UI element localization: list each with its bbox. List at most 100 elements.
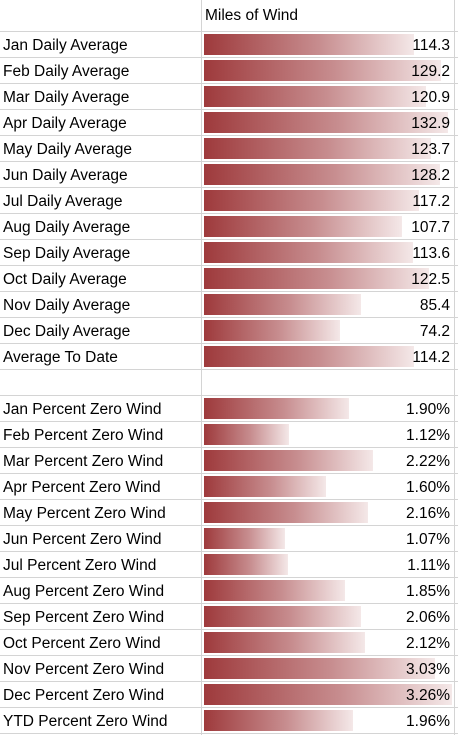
table-row[interactable]: May Percent Zero Wind 2.16% xyxy=(0,500,458,526)
data-bar xyxy=(204,138,431,159)
value-label: 114.2 xyxy=(412,349,450,366)
table-row[interactable]: Dec Daily Average 74.2 xyxy=(0,318,458,344)
data-bar xyxy=(204,528,285,549)
row-label: Jul Daily Average xyxy=(3,193,123,210)
value-cell[interactable]: 2.16% xyxy=(201,500,454,526)
table-row[interactable]: Apr Percent Zero Wind 1.60% xyxy=(0,474,458,500)
data-bar xyxy=(204,346,414,367)
row-label: Dec Daily Average xyxy=(3,323,131,340)
table-row[interactable]: Oct Percent Zero Wind 2.12% xyxy=(0,630,458,656)
data-bar xyxy=(204,476,326,497)
value-label: 85.4 xyxy=(419,297,450,314)
table-row[interactable]: Nov Percent Zero Wind 3.03% xyxy=(0,656,458,682)
data-bar xyxy=(204,86,426,107)
value-cell[interactable]: 128.2 xyxy=(201,162,454,188)
value-label: 2.16% xyxy=(406,505,450,522)
value-label: 2.06% xyxy=(406,609,450,626)
table-row[interactable]: Dec Percent Zero Wind 3.26% xyxy=(0,682,458,708)
value-cell[interactable]: 114.3 xyxy=(201,32,454,58)
value-cell[interactable]: 1.90% xyxy=(201,396,454,422)
data-bar xyxy=(204,242,413,263)
value-cell[interactable]: 2.22% xyxy=(201,448,454,474)
table-row[interactable]: Oct Daily Average 122.5 xyxy=(0,266,458,292)
table-row[interactable]: Mar Percent Zero Wind 2.22% xyxy=(0,448,458,474)
row-label: Feb Daily Average xyxy=(3,63,130,80)
row-label: Sep Percent Zero Wind xyxy=(3,609,165,626)
value-cell[interactable]: 3.03% xyxy=(201,656,454,682)
value-cell[interactable]: 122.5 xyxy=(201,266,454,292)
table-row[interactable]: Jul Daily Average 117.2 xyxy=(0,188,458,214)
data-bar xyxy=(204,268,429,289)
value-cell[interactable]: 114.2 xyxy=(201,344,454,370)
table-row[interactable]: Nov Daily Average 85.4 xyxy=(0,292,458,318)
table-row[interactable]: Aug Percent Zero Wind 1.85% xyxy=(0,578,458,604)
value-cell[interactable]: 3.26% xyxy=(201,682,454,708)
value-cell[interactable]: 1.12% xyxy=(201,422,454,448)
value-cell[interactable]: 1.60% xyxy=(201,474,454,500)
value-label: 3.03% xyxy=(406,661,450,678)
data-bar xyxy=(204,216,402,237)
data-bar xyxy=(204,164,440,185)
value-cell[interactable]: 123.7 xyxy=(201,136,454,162)
row-label: Oct Daily Average xyxy=(3,271,127,288)
row-label: Nov Percent Zero Wind xyxy=(3,661,165,678)
row-label: Jun Daily Average xyxy=(3,167,128,184)
table-row[interactable]: Apr Daily Average 132.9 xyxy=(0,110,458,136)
value-cell[interactable]: 1.07% xyxy=(201,526,454,552)
table-row[interactable]: Average To Date 114.2 xyxy=(0,344,458,370)
header-row[interactable]: Miles of Wind xyxy=(0,0,458,32)
row-label: Dec Percent Zero Wind xyxy=(3,687,165,704)
value-label: 122.5 xyxy=(411,271,450,288)
data-bar xyxy=(204,450,373,471)
row-label: Average To Date xyxy=(3,349,118,366)
value-label: 1.85% xyxy=(406,583,450,600)
table-row[interactable]: Mar Daily Average 120.9 xyxy=(0,84,458,110)
table-row[interactable]: Jun Daily Average 128.2 xyxy=(0,162,458,188)
data-bar xyxy=(204,190,419,211)
row-label: Apr Percent Zero Wind xyxy=(3,479,161,496)
data-bar xyxy=(204,684,452,705)
data-bar xyxy=(204,34,414,55)
value-label: 120.9 xyxy=(411,89,450,106)
value-cell[interactable]: 107.7 xyxy=(201,214,454,240)
value-cell[interactable]: 120.9 xyxy=(201,84,454,110)
value-cell[interactable]: 1.11% xyxy=(201,552,454,578)
table-row[interactable]: Aug Daily Average 107.7 xyxy=(0,214,458,240)
row-label: Jun Percent Zero Wind xyxy=(3,531,162,548)
table-row[interactable]: Jun Percent Zero Wind 1.07% xyxy=(0,526,458,552)
data-bar xyxy=(204,320,340,341)
value-cell[interactable]: 2.06% xyxy=(201,604,454,630)
table-row[interactable]: Jan Daily Average 114.3 xyxy=(0,32,458,58)
table-row[interactable]: Sep Percent Zero Wind 2.06% xyxy=(0,604,458,630)
row-label: Feb Percent Zero Wind xyxy=(3,427,164,444)
table-row[interactable]: Jan Percent Zero Wind 1.90% xyxy=(0,396,458,422)
value-cell[interactable]: 2.12% xyxy=(201,630,454,656)
value-cell[interactable]: 113.6 xyxy=(201,240,454,266)
value-cell[interactable]: 74.2 xyxy=(201,318,454,344)
row-label: Aug Percent Zero Wind xyxy=(3,583,165,600)
value-cell[interactable]: 129.2 xyxy=(201,58,454,84)
row-label: Aug Daily Average xyxy=(3,219,131,236)
value-cell[interactable]: 1.96% xyxy=(201,708,454,734)
table-row[interactable]: YTD Percent Zero Wind 1.96% xyxy=(0,708,458,734)
table-row[interactable]: Feb Percent Zero Wind 1.12% xyxy=(0,422,458,448)
blank-row[interactable] xyxy=(0,370,458,396)
row-label: Jan Daily Average xyxy=(3,37,128,54)
value-cell[interactable]: 1.85% xyxy=(201,578,454,604)
table-row[interactable]: Sep Daily Average 113.6 xyxy=(0,240,458,266)
table-row[interactable]: Feb Daily Average 129.2 xyxy=(0,58,458,84)
value-cell[interactable]: 117.2 xyxy=(201,188,454,214)
value-cell[interactable]: 132.9 xyxy=(201,110,454,136)
row-label: Jul Percent Zero Wind xyxy=(3,557,157,574)
row-label: YTD Percent Zero Wind xyxy=(3,713,168,730)
table-row[interactable]: Jul Percent Zero Wind 1.11% xyxy=(0,552,458,578)
data-bar xyxy=(204,502,368,523)
value-label: 1.11% xyxy=(407,557,450,574)
value-label: 129.2 xyxy=(411,63,450,80)
value-label: 3.26% xyxy=(406,687,450,704)
data-bar xyxy=(204,398,349,419)
column-header: Miles of Wind xyxy=(205,7,299,24)
value-cell[interactable]: 85.4 xyxy=(201,292,454,318)
table-row[interactable]: May Daily Average 123.7 xyxy=(0,136,458,162)
value-label: 132.9 xyxy=(411,115,450,132)
